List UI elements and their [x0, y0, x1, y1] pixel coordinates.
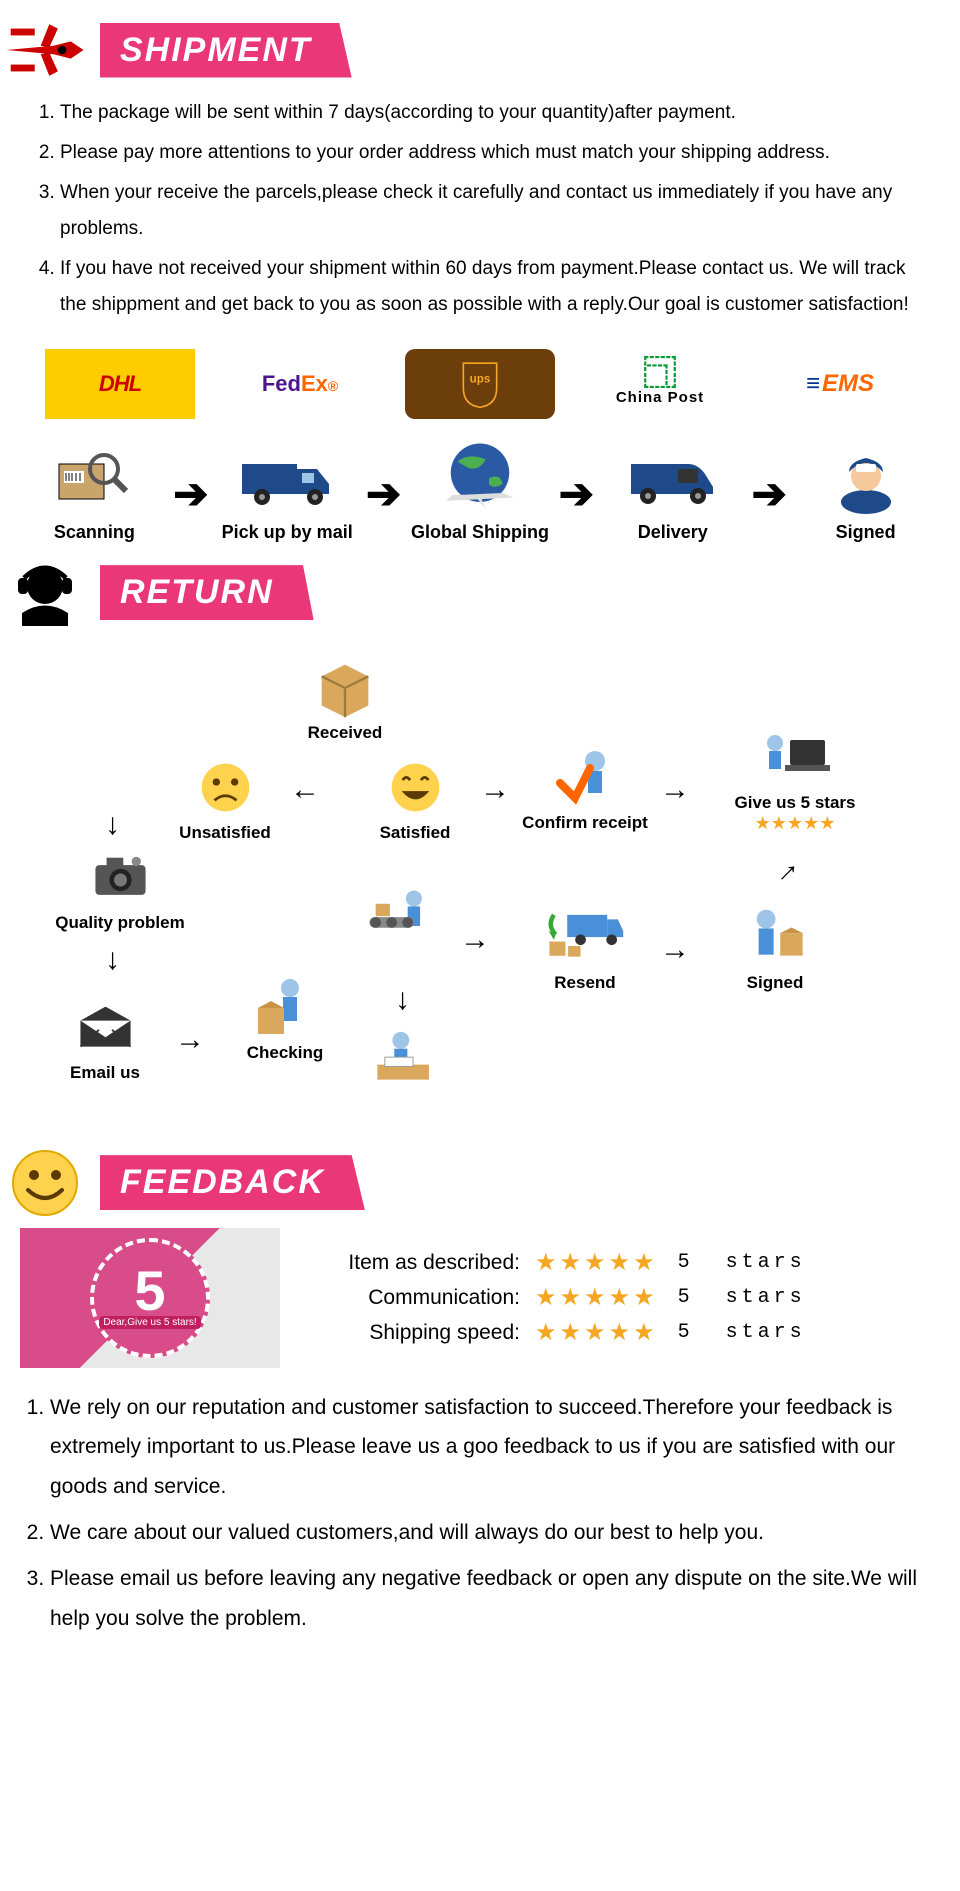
feedback-item: We rely on our reputation and customer s…	[50, 1388, 920, 1508]
pipeline-pickup: Pick up by mail	[217, 444, 357, 543]
carrier-logos: DHL FedEx® ups ⿹ China Post ≡EMS	[30, 349, 930, 419]
fedex-logo: FedEx®	[225, 349, 375, 419]
sad-face-icon	[185, 753, 265, 823]
node-quality: Quality problem	[40, 843, 200, 933]
truck-icon	[237, 444, 337, 514]
laptop-icon	[755, 723, 835, 793]
feedback-item: We care about our valued customers,and w…	[50, 1513, 920, 1553]
arrow-right-icon: →	[460, 923, 490, 957]
checking-icon	[245, 973, 325, 1043]
arrow-right-icon: →	[175, 1023, 205, 1057]
rating-row: Item as described: ★★★★★ 5 stars	[310, 1248, 806, 1277]
shipment-item: Please pay more attentions to your order…	[60, 135, 920, 171]
node-give5: Give us 5 stars ★★★★★	[710, 723, 880, 834]
airplane-icon	[0, 20, 90, 80]
globe-icon	[430, 444, 530, 514]
writing-icon	[365, 1023, 445, 1093]
arrow-right-icon: →	[660, 933, 690, 967]
arrow-icon: ➔	[752, 469, 787, 518]
stars-icon: ★★★★★	[535, 1318, 658, 1347]
chinapost-logo: ⿹ China Post	[585, 349, 735, 419]
svg-text:ups: ups	[470, 372, 491, 385]
stars-icon: ★★★★★	[535, 1248, 658, 1277]
node-writing	[340, 1023, 470, 1093]
conveyor-icon	[365, 883, 445, 953]
scanning-icon	[44, 444, 144, 514]
node-received: Received	[280, 653, 410, 743]
node-resend: Resend	[520, 903, 650, 993]
arrow-up-icon: →	[762, 847, 807, 892]
return-header: RETURN	[0, 563, 960, 623]
arrow-right-icon: →	[480, 773, 510, 807]
arrow-left-icon: ←	[290, 773, 320, 807]
resend-icon	[545, 903, 625, 973]
dhl-logo: DHL	[45, 349, 195, 419]
pipeline-signed: Signed	[796, 444, 936, 543]
camera-icon	[80, 843, 160, 913]
ems-logo: ≡EMS	[765, 349, 915, 419]
rating-row: Communication: ★★★★★ 5 stars	[310, 1283, 806, 1312]
shipment-item: When your receive the parcels,please che…	[60, 175, 920, 247]
happy-face-icon	[375, 753, 455, 823]
return-flowchart: Received Unsatisfied ← Satisfied → Confi…	[30, 653, 930, 1133]
shipment-header: SHIPMENT	[0, 20, 960, 80]
arrow-icon: ➔	[366, 469, 401, 518]
node-emailus: Email us	[40, 993, 170, 1083]
smiley-icon	[0, 1153, 90, 1213]
feedback-list: We rely on our reputation and customer s…	[50, 1388, 920, 1639]
shipment-item: If you have not received your shipment w…	[60, 251, 920, 323]
ratings-list: Item as described: ★★★★★ 5 stars Communi…	[310, 1242, 806, 1353]
arrow-icon: ➔	[173, 469, 208, 518]
pipeline-global: Global Shipping	[410, 444, 550, 543]
node-satisfied: Satisfied	[350, 753, 480, 843]
arrow-right-icon: →	[660, 773, 690, 807]
node-confirm: Confirm receipt	[520, 743, 650, 833]
return-title: RETURN	[100, 565, 314, 620]
node-unsatisfied: Unsatisfied	[160, 753, 290, 843]
shipment-list: The package will be sent within 7 days(a…	[60, 95, 920, 324]
signed-icon	[735, 903, 815, 973]
shipment-title: SHIPMENT	[100, 23, 352, 78]
person-icon	[816, 444, 916, 514]
pipeline-delivery: Delivery	[603, 444, 743, 543]
arrow-icon: ➔	[559, 469, 594, 518]
email-icon	[65, 993, 145, 1063]
node-checking: Checking	[220, 973, 350, 1063]
pipeline-scanning: Scanning	[24, 444, 164, 543]
ups-logo: ups	[405, 349, 555, 419]
box-icon	[305, 653, 385, 723]
feedback-header: FEEDBACK	[0, 1153, 960, 1213]
node-conveyor	[340, 883, 470, 953]
feedback-item: Please email us before leaving any negat…	[50, 1559, 920, 1639]
shipping-pipeline: Scanning ➔ Pick up by mail ➔ Global Ship…	[20, 444, 940, 543]
arrow-down-icon: ↓	[105, 808, 120, 842]
confirm-icon	[545, 743, 625, 813]
stars-icon: ★★★★★	[535, 1283, 658, 1312]
shipment-item: The package will be sent within 7 days(a…	[60, 95, 920, 131]
van-icon	[623, 444, 723, 514]
node-signed: Signed	[710, 903, 840, 993]
arrow-down-icon: ↓	[105, 943, 120, 977]
rating-row: Shipping speed: ★★★★★ 5 stars	[310, 1318, 806, 1347]
headset-icon	[0, 563, 90, 623]
ratings-block: 5 Dear,Give us 5 stars! Item as describe…	[20, 1228, 940, 1368]
five-star-badge: 5 Dear,Give us 5 stars!	[20, 1228, 280, 1368]
arrow-down-icon: ↓	[395, 983, 410, 1017]
feedback-title: FEEDBACK	[100, 1155, 365, 1210]
